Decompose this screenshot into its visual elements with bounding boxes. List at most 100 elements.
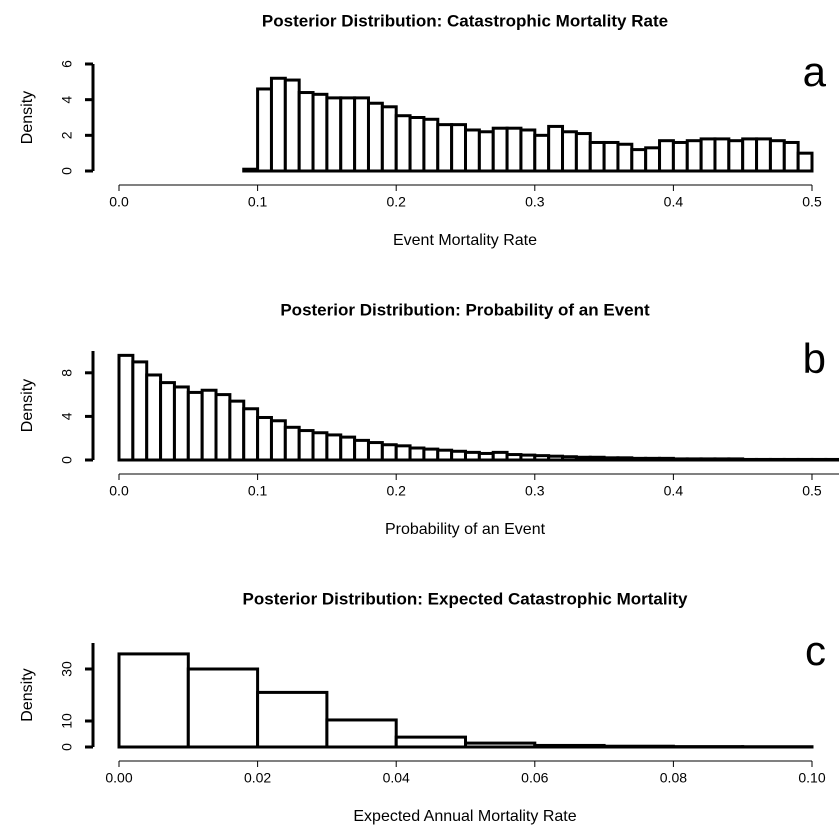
x-tick-label: 0.4	[664, 483, 684, 499]
x-tick-label: 0.04	[383, 770, 410, 786]
bar	[242, 407, 260, 462]
bar	[394, 444, 412, 462]
bar	[630, 148, 648, 173]
bar	[727, 139, 745, 173]
bar	[325, 718, 398, 749]
bar	[713, 137, 731, 173]
bar	[699, 137, 717, 173]
bar	[533, 133, 551, 173]
bar	[713, 457, 731, 462]
y-tick-label: 0	[59, 743, 75, 751]
bar	[256, 87, 273, 173]
x-tick-label: 0.10	[798, 770, 825, 786]
chart-title: Posterior Distribution: Probability of a…	[280, 300, 650, 319]
x-tick-label: 0.5	[802, 483, 822, 499]
bar	[422, 447, 440, 462]
bar	[297, 429, 315, 462]
bar	[283, 78, 301, 173]
bar	[450, 123, 468, 173]
bar	[630, 456, 648, 462]
bar	[616, 456, 634, 462]
bar	[269, 419, 287, 462]
bar	[588, 140, 606, 173]
bar	[671, 457, 689, 462]
bar	[172, 385, 190, 462]
bar	[283, 425, 301, 462]
bar	[768, 139, 786, 173]
bar	[366, 101, 384, 173]
x-tick-label: 0.1	[248, 483, 268, 499]
bar	[602, 140, 620, 173]
bar	[533, 743, 606, 749]
bar	[491, 126, 509, 173]
bar	[394, 114, 412, 173]
bar	[574, 455, 592, 462]
bar	[353, 96, 370, 173]
chart-title: Posterior Distribution: Expected Catastr…	[243, 589, 688, 608]
bar	[505, 453, 523, 462]
bar	[685, 457, 703, 462]
bar	[242, 167, 260, 173]
panel-letter: c	[805, 627, 826, 674]
bar	[464, 128, 481, 173]
bar	[380, 105, 398, 173]
bar	[422, 117, 440, 173]
x-tick-label: 0.3	[525, 194, 545, 210]
x-tick-label: 0.06	[521, 770, 548, 786]
bar	[602, 744, 675, 749]
bar	[353, 438, 370, 462]
x-tick-label: 0.0	[109, 483, 129, 499]
bar	[658, 456, 675, 462]
bar	[256, 415, 273, 462]
bar	[547, 124, 565, 173]
bar	[547, 454, 565, 462]
y-tick-label: 6	[59, 60, 75, 68]
bar	[574, 132, 592, 173]
bar	[644, 146, 662, 173]
chart-title: Posterior Distribution: Catastrophic Mor…	[262, 11, 668, 30]
bar	[519, 453, 537, 462]
bar	[755, 457, 772, 462]
y-tick-label: 2	[59, 131, 75, 139]
bar	[325, 96, 343, 173]
bar	[117, 353, 135, 462]
bar	[186, 390, 204, 462]
bar	[644, 456, 662, 462]
y-axis-label: Density	[19, 668, 36, 721]
bar	[408, 446, 426, 462]
bar	[616, 142, 634, 173]
bar	[214, 393, 232, 462]
bar	[464, 741, 537, 749]
bar	[269, 76, 287, 173]
bar	[186, 667, 260, 749]
x-tick-label: 0.2	[386, 483, 406, 499]
bar	[297, 91, 315, 173]
bar	[782, 457, 800, 462]
x-axis-label: Event Mortality Rate	[393, 232, 537, 249]
bar	[658, 139, 675, 173]
y-tick-label: 4	[59, 96, 75, 104]
x-tick-label: 0.1	[248, 194, 268, 210]
bar	[463, 450, 481, 462]
bar	[380, 443, 398, 462]
bar	[436, 448, 454, 462]
bar	[408, 116, 426, 173]
bar	[755, 137, 772, 173]
bar	[768, 457, 786, 462]
bar	[533, 454, 551, 462]
x-tick-label: 0.5	[802, 194, 822, 210]
x-tick-label: 0.4	[664, 194, 684, 210]
bar	[145, 373, 163, 462]
x-axis-label: Expected Annual Mortality Rate	[353, 808, 576, 825]
bar	[519, 128, 537, 173]
bar	[200, 388, 218, 462]
bar	[117, 652, 190, 749]
bar	[602, 456, 620, 462]
y-tick-label: 10	[59, 713, 75, 729]
panel-letter: a	[803, 48, 827, 95]
bar	[685, 139, 703, 173]
bar	[810, 457, 828, 462]
bar	[505, 126, 523, 173]
x-tick-label: 0.3	[525, 483, 545, 499]
